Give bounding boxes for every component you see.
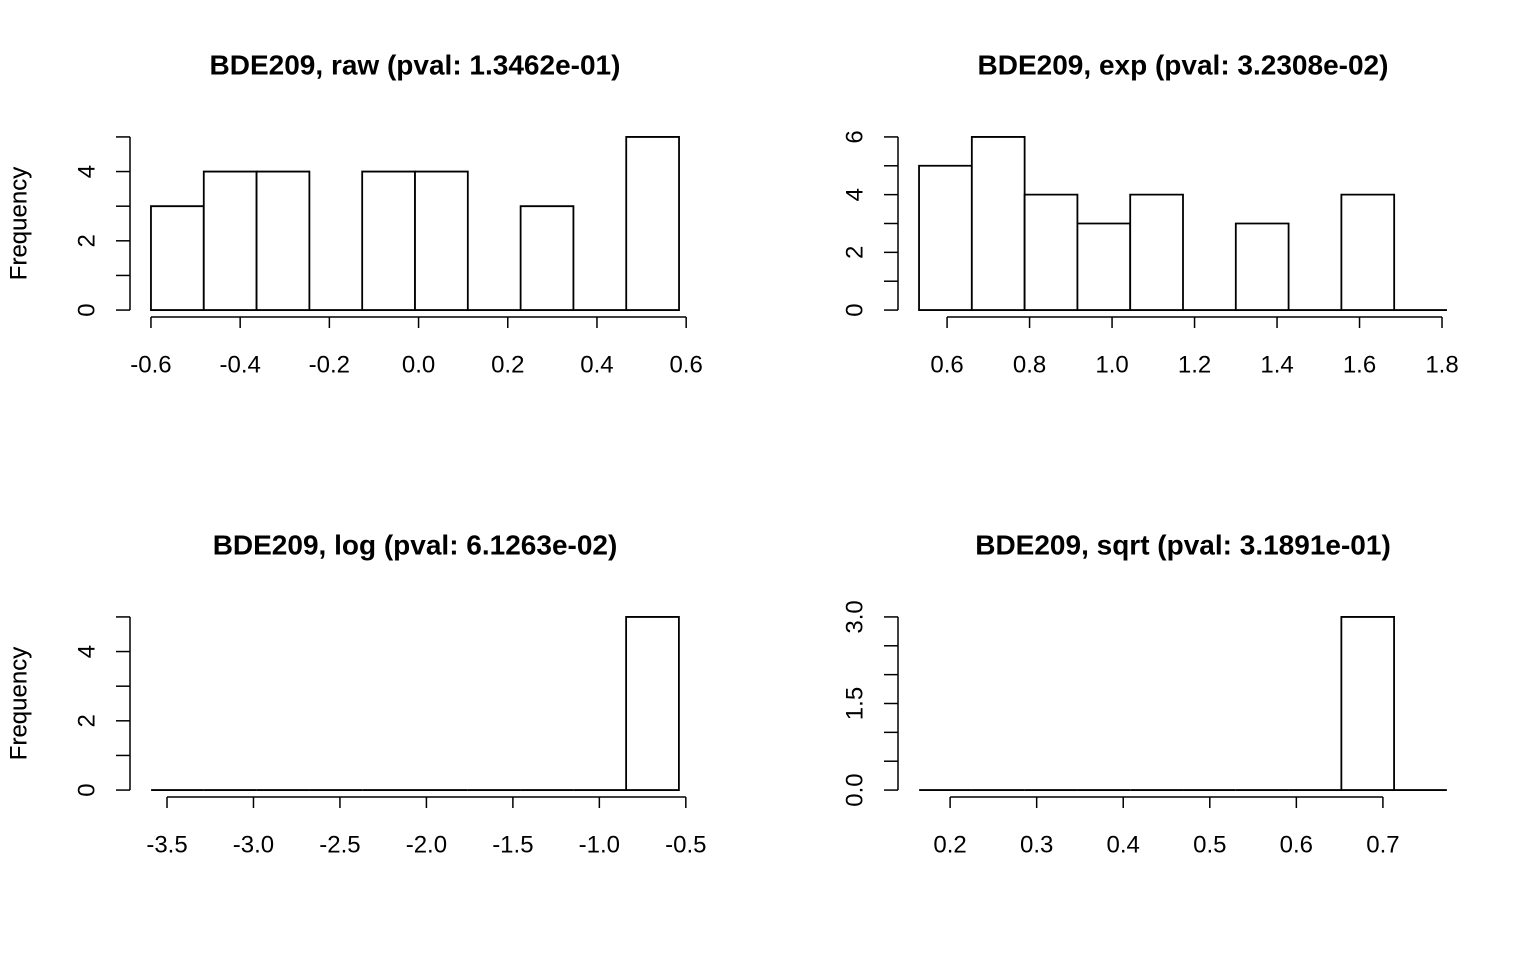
bar	[1129, 193, 1184, 311]
x-tick-label: 0.7	[1366, 831, 1399, 858]
bar	[625, 136, 680, 311]
y-axis-label: Frequency	[5, 167, 32, 280]
y-tick-label: 4	[73, 165, 100, 178]
bar	[361, 170, 416, 311]
bar	[202, 170, 258, 311]
y-tick-label: 0	[73, 303, 100, 316]
bar	[1340, 616, 1395, 791]
x-tick-label: -2.5	[319, 831, 360, 858]
chart-title: BDE209, raw (pval: 1.3462e-01)	[210, 49, 621, 80]
x-tick-label: 0.4	[1107, 831, 1140, 858]
x-tick-label: 0.0	[402, 351, 435, 378]
chart-title: BDE209, exp (pval: 3.2308e-02)	[978, 49, 1389, 80]
x-tick-label: -3.0	[233, 831, 274, 858]
y-tick-label: 0.0	[841, 773, 868, 806]
y-tick-label: 2	[841, 246, 868, 259]
x-tick-label: -1.5	[492, 831, 533, 858]
x-tick-label: -0.6	[130, 351, 171, 378]
bar	[1340, 193, 1396, 311]
y-tick-label: 2	[73, 714, 100, 727]
bar	[414, 170, 469, 311]
x-tick-label: -0.2	[309, 351, 350, 378]
x-tick-label: 0.5	[1193, 831, 1226, 858]
x-tick-label: 1.0	[1095, 351, 1128, 378]
bar	[1234, 222, 1290, 311]
x-tick-label: -1.0	[579, 831, 620, 858]
y-tick-label: 3.0	[841, 600, 868, 633]
chart-title: BDE209, sqrt (pval: 3.1891e-01)	[975, 529, 1391, 560]
x-tick-label: 0.8	[1013, 351, 1046, 378]
x-tick-label: 1.6	[1343, 351, 1376, 378]
x-tick-label: 0.6	[930, 351, 963, 378]
y-axis-label: Frequency	[5, 647, 32, 760]
x-tick-label: -0.5	[665, 831, 706, 858]
bar	[625, 616, 680, 791]
y-tick-label: 6	[841, 130, 868, 143]
x-tick-label: 0.4	[580, 351, 613, 378]
bar	[519, 205, 575, 311]
x-tick-label: 0.2	[491, 351, 524, 378]
x-tick-label: -0.4	[219, 351, 260, 378]
y-tick-label: 4	[841, 188, 868, 201]
x-tick-label: 0.2	[933, 831, 966, 858]
y-tick-label: 0	[841, 303, 868, 316]
x-tick-label: 1.2	[1178, 351, 1211, 378]
x-tick-label: 1.4	[1260, 351, 1293, 378]
y-axis-label: Frequency	[5, 647, 32, 760]
bar	[1076, 222, 1132, 311]
y-tick-label: 1.5	[841, 687, 868, 720]
y-tick-label: 0	[73, 783, 100, 796]
chart-title: BDE209, log (pval: 6.1263e-02)	[213, 529, 618, 560]
x-tick-label: 0.3	[1020, 831, 1053, 858]
bar	[970, 136, 1026, 311]
x-tick-label: 1.8	[1425, 351, 1458, 378]
x-tick-label: 0.6	[1280, 831, 1313, 858]
y-axis-label: Frequency	[5, 167, 32, 280]
y-tick-label: 2	[73, 234, 100, 247]
bar	[918, 164, 973, 311]
bar	[150, 205, 205, 311]
x-tick-label: -3.5	[146, 831, 187, 858]
x-tick-label: -2.0	[406, 831, 447, 858]
bar	[1023, 193, 1079, 311]
y-tick-label: 4	[73, 645, 100, 658]
x-tick-label: 0.6	[669, 351, 702, 378]
bar	[255, 170, 311, 311]
